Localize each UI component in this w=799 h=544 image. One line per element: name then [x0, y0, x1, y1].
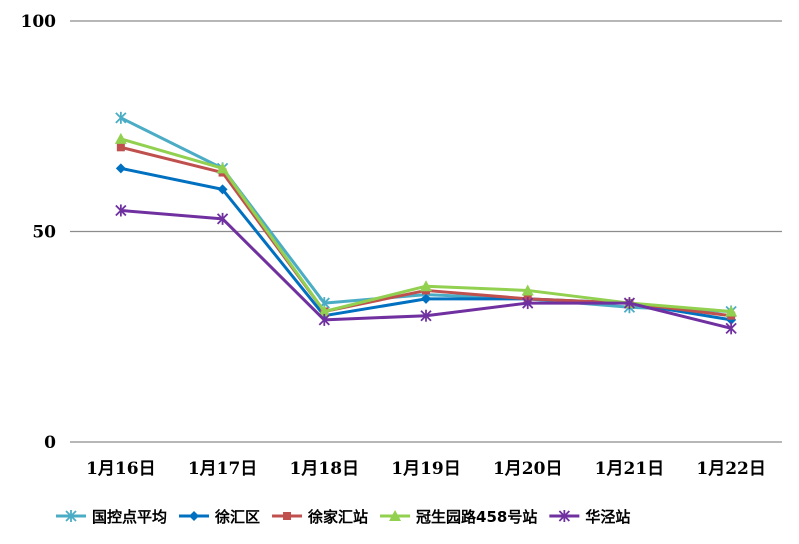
data-point: [521, 284, 534, 296]
legend-item: 华泾站: [549, 508, 630, 526]
data-point: [216, 162, 229, 174]
data-point: [318, 305, 331, 317]
gridlines: [70, 20, 782, 443]
legend: 国控点平均 徐汇区 徐家汇站 冠生园路458号站 华泾站: [56, 508, 630, 526]
x-axis-tick-labels: 1月16日 1月17日 1月18日 1月19日 1月20日 1月21日 1月22日: [86, 459, 766, 479]
x-tick-label: 1月18日: [290, 459, 360, 479]
legend-item: 徐家汇站: [272, 508, 368, 526]
legend-item: 冠生园路458号站: [380, 508, 537, 526]
legend-marker: [389, 510, 402, 521]
series-4: [115, 204, 737, 335]
legend-label: 徐家汇站: [307, 508, 368, 526]
y-tick-label: 50: [32, 223, 56, 243]
data-point: [725, 305, 738, 317]
x-tick-label: 1月20日: [493, 459, 563, 479]
data-point: [420, 309, 432, 322]
data-point: [216, 212, 229, 225]
y-tick-label: 0: [44, 433, 56, 453]
data-point: [114, 132, 127, 144]
data-point: [421, 293, 431, 304]
legend-marker: [65, 510, 77, 522]
x-tick-label: 1月17日: [188, 459, 258, 479]
data-point: [318, 313, 330, 326]
x-tick-label: 1月21日: [595, 459, 665, 479]
legend-label: 国控点平均: [92, 508, 167, 526]
data-point: [115, 204, 127, 217]
legend-label: 徐汇区: [214, 508, 260, 526]
data-point: [623, 297, 636, 310]
series-lines: [114, 111, 738, 335]
data-point: [217, 184, 228, 195]
data-point: [116, 143, 125, 152]
legend-marker: [283, 512, 292, 520]
series-1: [115, 163, 737, 325]
legend-item: 国控点平均: [56, 508, 167, 526]
legend-item: 徐汇区: [179, 508, 260, 526]
y-tick-label: 100: [21, 12, 57, 32]
y-axis-tick-labels: 0 50 100: [21, 12, 57, 453]
legend-marker: [558, 510, 570, 522]
x-tick-label: 1月22日: [696, 459, 766, 479]
data-point: [115, 163, 126, 174]
legend-label: 华泾站: [585, 508, 630, 526]
data-point: [115, 111, 127, 124]
x-tick-label: 1月16日: [86, 459, 156, 479]
data-point: [725, 322, 737, 335]
data-point: [522, 297, 534, 310]
legend-marker: [189, 511, 200, 521]
data-point: [420, 280, 432, 292]
legend-label: 冠生园路458号站: [416, 508, 537, 526]
x-tick-label: 1月19日: [391, 459, 461, 479]
